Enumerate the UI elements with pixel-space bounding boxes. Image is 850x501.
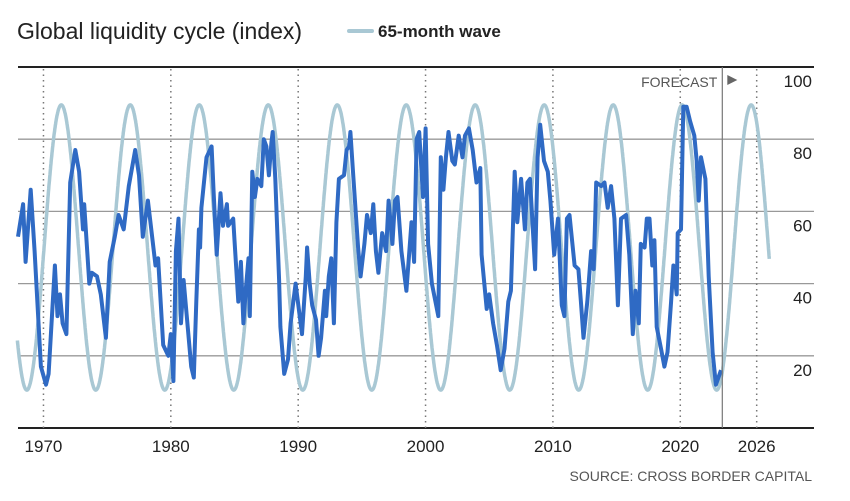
legend: 65-month wave: [349, 22, 501, 41]
x-tick-label: 2000: [407, 437, 445, 456]
forecast-label: FORECAST: [641, 74, 718, 90]
x-tick-label: 1980: [152, 437, 190, 456]
x-tick-label: 2010: [534, 437, 572, 456]
x-tick-label: 2026: [738, 437, 776, 456]
x-tick-label: 1970: [25, 437, 63, 456]
legend-label-wave: 65-month wave: [378, 22, 501, 41]
x-tick-label: 1990: [279, 437, 317, 456]
y-tick-label: 60: [793, 216, 812, 235]
y-axis-ticks: 20 40 60 80 100: [784, 72, 812, 380]
chart-title: Global liquidity cycle (index): [17, 18, 302, 44]
y-tick-label: 40: [793, 289, 812, 308]
x-tick-label: 2020: [661, 437, 699, 456]
source-note: SOURCE: CROSS BORDER CAPITAL: [570, 468, 813, 484]
forecast-arrow-icon: [727, 75, 737, 85]
liquidity-series-line: [18, 107, 721, 385]
x-axis-ticks: 1970 1980 1990 2000 2010 2020 2026: [25, 437, 776, 456]
y-tick-label: 80: [793, 144, 812, 163]
y-tick-label: 20: [793, 361, 812, 380]
y-tick-label: 100: [784, 72, 812, 91]
